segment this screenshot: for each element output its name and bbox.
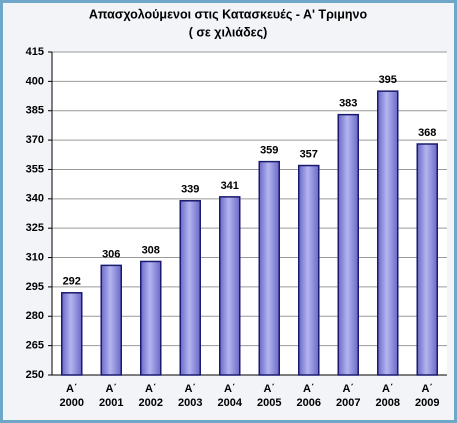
chart-subtitle: ( σε χιλιάδες) — [189, 25, 268, 39]
x-tick-label: Α΄ — [382, 383, 394, 395]
x-tick-label: Α΄ — [66, 383, 78, 395]
bar — [61, 292, 83, 376]
x-tick-label: 2002 — [139, 397, 163, 409]
bar — [100, 264, 122, 376]
x-tick-label: 2000 — [60, 397, 84, 409]
data-label: 383 — [339, 98, 357, 110]
bar — [377, 90, 399, 376]
x-tick-label: Α΄ — [263, 383, 275, 395]
x-tick-label: 2007 — [336, 397, 360, 409]
y-tick-label: 295 — [26, 281, 44, 293]
x-tick-label: 2004 — [218, 397, 243, 409]
data-label: 359 — [260, 145, 278, 157]
x-tick-label: Α΄ — [342, 383, 354, 395]
bar — [416, 143, 438, 376]
y-tick-label: 355 — [26, 163, 44, 175]
data-label: 308 — [142, 244, 160, 256]
data-label: 341 — [221, 180, 239, 192]
x-tick-label: 2001 — [99, 397, 123, 409]
y-tick-label: 250 — [26, 369, 44, 381]
data-label: 395 — [379, 74, 397, 86]
data-label: 292 — [63, 276, 81, 288]
x-tick-label: 2008 — [376, 397, 400, 409]
bar — [219, 196, 241, 376]
bar — [179, 200, 201, 376]
bar — [298, 164, 320, 376]
y-tick-label: 265 — [26, 340, 44, 352]
data-label: 368 — [418, 127, 436, 139]
bar — [258, 160, 280, 376]
x-tick-label: 2005 — [257, 397, 281, 409]
chart-title: Απασχολούμενοι στις Κατασκευές - Α' Τριμ… — [89, 7, 368, 21]
x-tick-label: Α΄ — [145, 383, 157, 395]
y-tick-label: 385 — [26, 105, 44, 117]
data-label: 339 — [181, 184, 199, 196]
y-tick-label: 280 — [26, 310, 44, 322]
y-tick-label: 325 — [26, 222, 44, 234]
x-tick-label: Α΄ — [421, 383, 433, 395]
bar — [140, 260, 162, 376]
data-label: 306 — [102, 248, 120, 260]
x-tick-label: Α΄ — [184, 383, 196, 395]
x-tick-label: Α΄ — [303, 383, 315, 395]
y-tick-label: 340 — [26, 193, 44, 205]
y-tick-label: 415 — [26, 46, 44, 58]
y-tick-label: 370 — [26, 134, 44, 146]
x-tick-label: 2003 — [178, 397, 202, 409]
x-tick-label: Α΄ — [224, 383, 236, 395]
x-tick-label: 2006 — [297, 397, 321, 409]
x-tick-label: 2009 — [415, 397, 439, 409]
y-tick-label: 400 — [26, 75, 44, 87]
x-tick-label: Α΄ — [105, 383, 117, 395]
bar — [337, 113, 359, 376]
data-label: 357 — [300, 148, 318, 160]
y-tick-label: 310 — [26, 251, 44, 263]
